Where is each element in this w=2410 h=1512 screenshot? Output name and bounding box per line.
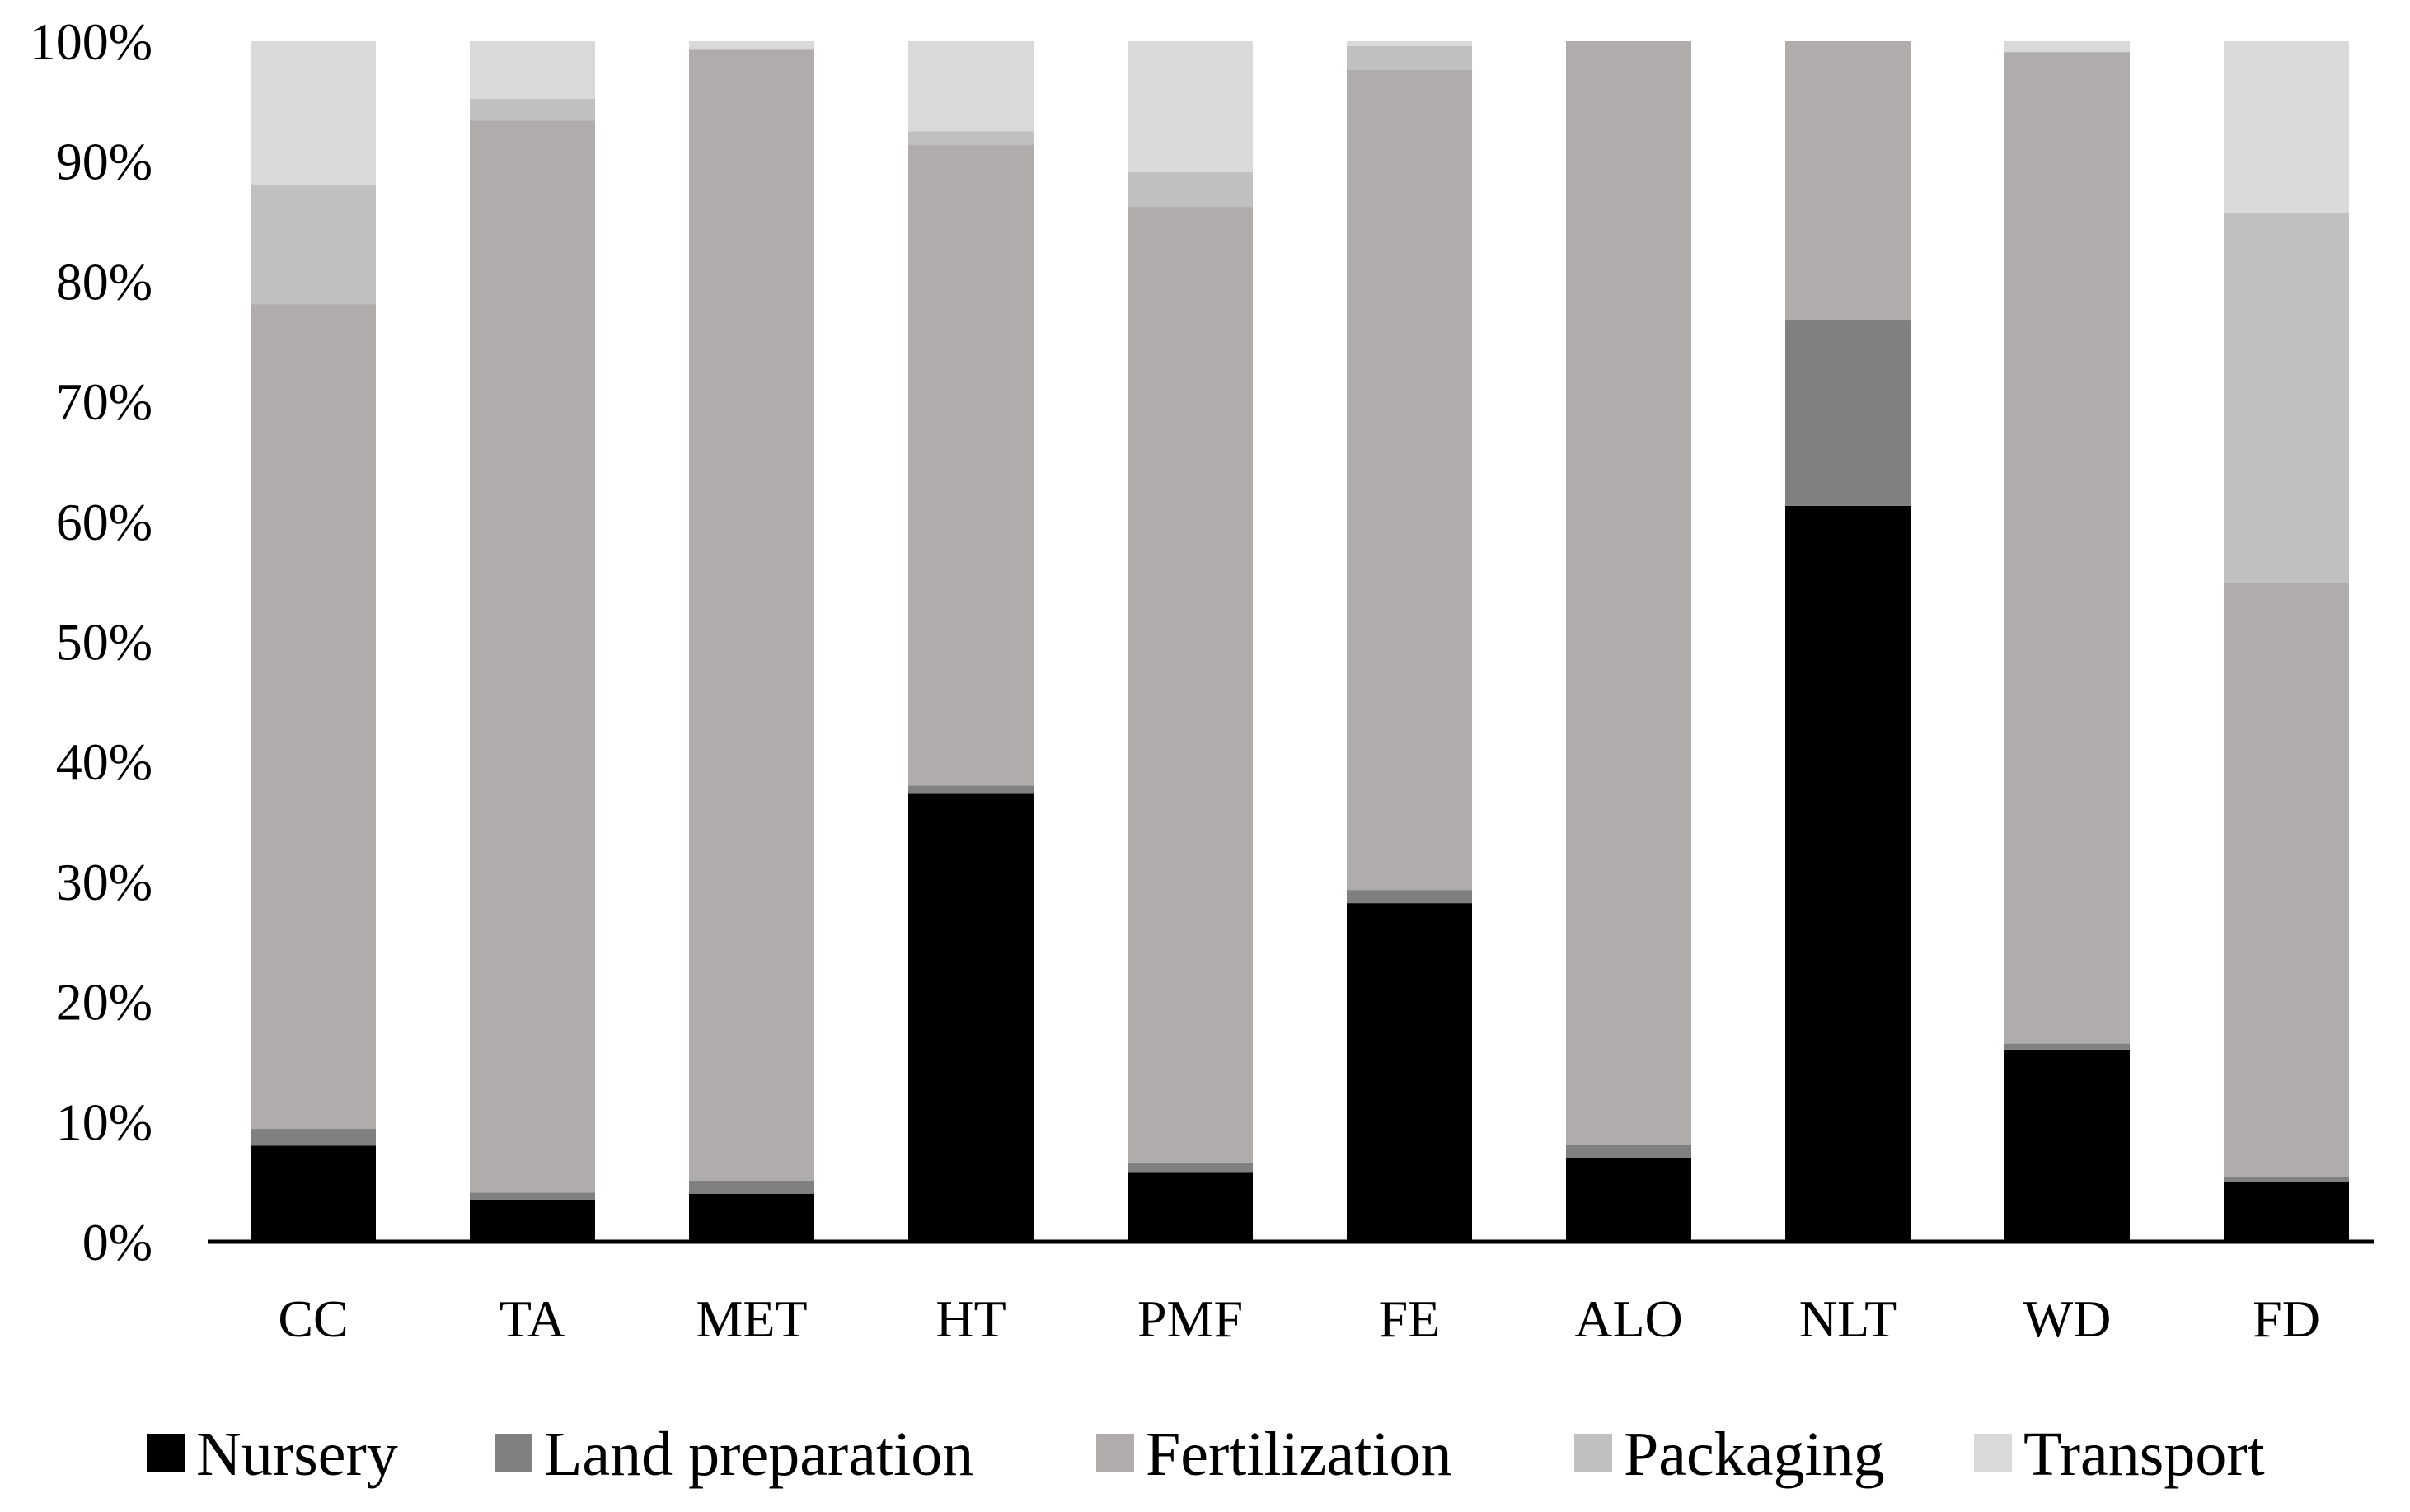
- x-category-label: CC: [278, 1290, 348, 1348]
- legend-label: Nursery: [196, 1420, 398, 1489]
- y-axis-tick-labels: 0% 10% 20% 30% 40% 50% 60% 70% 80% 90% 100%: [30, 12, 152, 1271]
- y-tick-label: 10%: [56, 1093, 152, 1151]
- bar-segment-nursery: [2224, 1182, 2349, 1242]
- y-tick-label: 80%: [56, 252, 152, 311]
- bar-stack: [2004, 41, 2130, 1242]
- y-tick-label: 50%: [56, 613, 152, 672]
- bar-segment-fertilization: [689, 49, 814, 1181]
- bar-segment-nursery: [251, 1145, 376, 1242]
- bar-stack: [1566, 41, 1691, 1242]
- x-category-label: PMF: [1137, 1290, 1243, 1348]
- x-axis-category-labels: CC TA MET HT PMF FE ALO NLT WD FD: [278, 1290, 2320, 1348]
- x-category-label: FE: [1379, 1290, 1441, 1348]
- bar-segment-land-preparation: [1347, 890, 1472, 904]
- legend-swatch: [495, 1434, 532, 1472]
- bar-segment-fertilization: [1566, 41, 1691, 1145]
- bar-segment-fertilization: [1347, 69, 1472, 891]
- x-category-label: HT: [935, 1290, 1006, 1348]
- bar-segment-fertilization: [1128, 207, 1253, 1163]
- bar-segment-packaging: [470, 98, 595, 121]
- bar-segment-transport: [689, 41, 814, 50]
- y-tick-label: 0%: [82, 1213, 152, 1271]
- y-tick-label: 30%: [56, 853, 152, 911]
- bar-stack: [1785, 41, 1911, 1242]
- bar-segment-transport: [908, 41, 1034, 132]
- bar-segment-land-preparation: [1785, 320, 1911, 506]
- legend-item: Transport: [1974, 1420, 2265, 1489]
- legend-item: Land preparation: [495, 1420, 973, 1489]
- legend-swatch: [147, 1434, 185, 1472]
- bar-segment-land-preparation: [908, 785, 1034, 794]
- legend-item: Fertilization: [1096, 1420, 1451, 1489]
- bar-segment-nursery: [908, 793, 1034, 1242]
- x-category-label: WD: [2023, 1290, 2112, 1348]
- y-tick-label: 60%: [56, 493, 152, 551]
- bar-segment-packaging: [1128, 171, 1253, 208]
- bar-segment-land-preparation: [470, 1192, 595, 1201]
- bar-stack: [689, 41, 814, 1242]
- bar-segment-nursery: [2004, 1049, 2130, 1242]
- legend-item: Nursery: [147, 1420, 398, 1489]
- bar-segment-land-preparation: [1128, 1162, 1253, 1173]
- bar-segment-land-preparation: [1566, 1144, 1691, 1159]
- bar-segment-nursery: [1566, 1158, 1691, 1242]
- bar-stack: [470, 41, 595, 1242]
- bar-segment-nursery: [1785, 505, 1911, 1242]
- bar-segment-nursery: [1347, 903, 1472, 1242]
- x-category-label: FD: [2253, 1290, 2320, 1348]
- bar-segment-land-preparation: [689, 1180, 814, 1194]
- bar-segment-fertilization: [251, 304, 376, 1130]
- bar-segment-fertilization: [2004, 52, 2130, 1044]
- bar-segment-nursery: [689, 1193, 814, 1242]
- legend-swatch: [1574, 1434, 1612, 1472]
- legend-swatch: [1096, 1434, 1134, 1472]
- bar-stack: [251, 41, 376, 1242]
- bar-segment-transport: [1128, 41, 1253, 172]
- legend-label: Land preparation: [544, 1420, 973, 1489]
- bar-segment-fertilization: [1785, 41, 1911, 321]
- bar-segment-nursery: [470, 1200, 595, 1242]
- y-tick-label: 20%: [56, 973, 152, 1032]
- bar-segment-packaging: [908, 131, 1034, 145]
- x-category-label: MET: [696, 1290, 807, 1348]
- bar-segment-transport: [470, 41, 595, 99]
- bar-segment-transport: [1347, 41, 1472, 46]
- y-tick-label: 100%: [30, 12, 152, 71]
- legend-item: Packaging: [1574, 1420, 1885, 1489]
- x-category-label: ALO: [1574, 1290, 1683, 1348]
- bar-stack: [2224, 41, 2349, 1242]
- bar-stack: [908, 41, 1034, 1242]
- bar-stacks: [251, 41, 2349, 1242]
- bar-segment-land-preparation: [2004, 1043, 2130, 1050]
- bar-stack: [1128, 41, 1253, 1242]
- y-tick-label: 90%: [56, 133, 152, 191]
- bar-segment-land-preparation: [2224, 1177, 2349, 1182]
- bar-segment-packaging: [251, 185, 376, 305]
- bar-segment-fertilization: [2224, 583, 2349, 1177]
- y-tick-label: 40%: [56, 733, 152, 791]
- legend-swatch: [1974, 1434, 2012, 1472]
- bar-segment-transport: [251, 41, 376, 185]
- bar-segment-transport: [2004, 41, 2130, 53]
- bar-segment-packaging: [2224, 213, 2349, 583]
- bar-segment-fertilization: [470, 120, 595, 1193]
- bar-segment-transport: [2224, 41, 2349, 213]
- bar-segment-packaging: [1347, 45, 1472, 70]
- legend-label: Fertilization: [1146, 1420, 1451, 1489]
- x-category-label: NLT: [1799, 1290, 1897, 1348]
- legend-label: Packaging: [1624, 1420, 1885, 1489]
- legend-label: Transport: [2023, 1420, 2265, 1489]
- bar-segment-nursery: [1128, 1172, 1253, 1242]
- bar-stack: [1347, 41, 1472, 1242]
- legend: Nursery Land preparation Fertilization Pack…: [147, 1420, 2265, 1489]
- x-category-label: TA: [499, 1290, 565, 1348]
- bar-segment-land-preparation: [251, 1129, 376, 1146]
- bar-segment-fertilization: [908, 144, 1034, 786]
- y-tick-label: 70%: [56, 372, 152, 431]
